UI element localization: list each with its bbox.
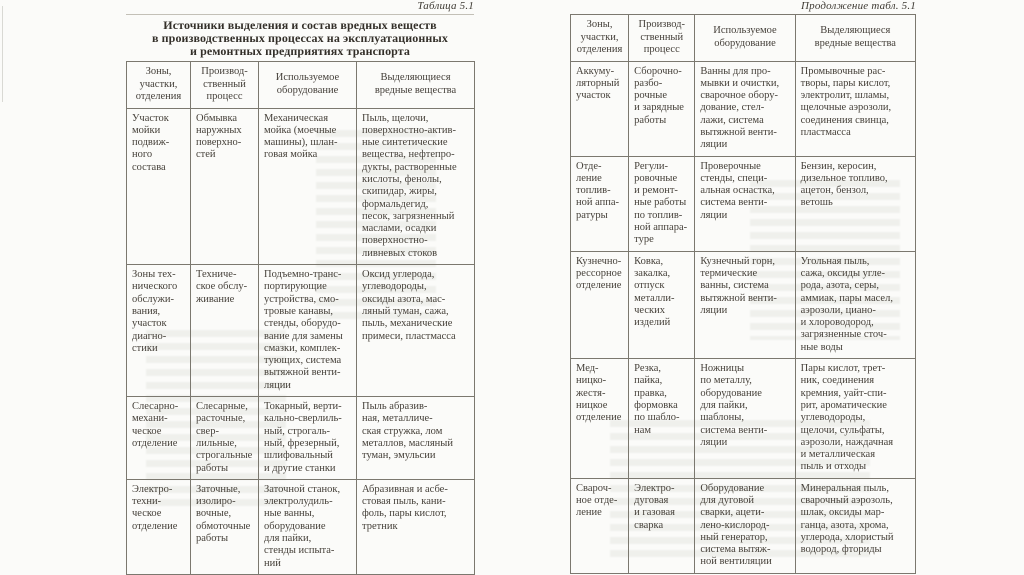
table-cell: Участок мойки подвиж- ного состава — [126, 107, 191, 266]
header-cell: Выделяющиеся вредные вещества — [356, 61, 475, 109]
header-cell: Выделяющиеся вредные вещества — [794, 14, 917, 62]
table-cell: Ковка, закалка, отпуск металли- ческих и… — [628, 250, 696, 360]
table-cell: Промывочные рас- творы, пары кислот, эле… — [794, 60, 917, 157]
table-row: Отде- ление топлив- ной аппа- ратуры Рег… — [569, 155, 917, 252]
header-cell: Зоны, участки, отделения — [126, 61, 191, 109]
table-cell: Токарный, верти- кально-сверлиль- ный, с… — [258, 396, 357, 480]
header-cell: Зоны, участки, отделения — [569, 14, 630, 62]
table-row: Свароч- ное отде- ление Электро- дуговая… — [569, 477, 917, 574]
table-cell: Регули- ровочные и ремонт- ные работы по… — [628, 155, 696, 252]
header-cell: Производ- ственный процесс — [628, 14, 696, 62]
table-cell: Угольная пыль, сажа, оксиды угле- рода, … — [794, 250, 917, 360]
header-row: Зоны, участки, отделения Производ- ствен… — [569, 14, 917, 62]
emissions-table-page2: Зоны, участки, отделения Производ- ствен… — [569, 14, 917, 574]
scan-edge-artifact — [2, 6, 3, 102]
emissions-table-page1: Зоны, участки, отделения Производ- ствен… — [126, 61, 475, 575]
table-cell: Заточные, изолиро- вочные, обмоточные ра… — [190, 478, 259, 575]
table-cell: Бензин, керосин, дизельное топливо, ацет… — [794, 155, 917, 252]
table-title: Источники выделения и состав вредных вещ… — [151, 18, 448, 58]
page-right: Продолжение табл. 5.1 Зоны, участки, отд… — [569, 0, 917, 574]
header-cell: Производ- ственный процесс — [190, 61, 259, 109]
table-cell: Резка, пайка, правка, формовка по шабло-… — [628, 358, 696, 479]
table-cell: Механическая мойка (моечные машины), шла… — [258, 107, 357, 266]
table-row: Участок мойки подвиж- ного состава Обмыв… — [126, 107, 475, 266]
table-cell: Свароч- ное отде- ление — [569, 477, 630, 574]
table-row: Мед- ницко- жестя- ницкое отделение Резк… — [569, 358, 917, 479]
table-cell: Техниче- ское обслу- живание — [190, 264, 259, 398]
table-cell: Минеральная пыль, сварочный аэрозоль, шл… — [794, 477, 917, 574]
table-cell: Мед- ницко- жестя- ницкое отделение — [569, 358, 630, 479]
table-cell: Ножницы по металлу, оборудование для пай… — [694, 358, 796, 479]
table-cell: Подъемно-транс- портирующие устройства, … — [258, 264, 357, 398]
table-cell: Абразивная и асбе- стовая пыль, кани- фо… — [356, 478, 475, 575]
table-cell: Проверочные стенды, специ- альная оснаст… — [694, 155, 796, 252]
table-cell: Оксид углерода, углеводороды, оксиды азо… — [356, 264, 475, 398]
table-cell: Слесарные, расточные, свер- лильные, стр… — [190, 396, 259, 480]
header-row: Зоны, участки, отделения Производ- ствен… — [126, 61, 475, 109]
table-row: Электро- техни- ческое отделение Заточны… — [126, 478, 475, 575]
table-cell: Ванны для про- мывки и очистки, сварочно… — [694, 60, 796, 157]
table-cell: Кузнечно- рессорное отделение — [569, 250, 630, 360]
table-cell: Пары кислот, трет- ник, соединения кремн… — [794, 358, 917, 479]
page-left: Таблица 5.1 Источники выделения и состав… — [126, 0, 475, 575]
table-cell: Аккуму- ляторный участок — [569, 60, 630, 157]
table-cell: Пыль, щелочи, поверхностно-актив- ные си… — [356, 107, 475, 266]
table-cell: Пыль абразив- ная, металличе- ская струж… — [356, 396, 475, 480]
table-cell: Электро- техни- ческое отделение — [126, 478, 191, 575]
table-caption: Таблица 5.1 — [417, 0, 474, 12]
table-cell: Сборочно- разбо- рочные и зарядные работ… — [628, 60, 696, 157]
table-row: Слесарно- механи- ческое отделение Слеса… — [126, 396, 475, 480]
table-cell: Зоны тех- нического обслужи- вания, учас… — [126, 264, 191, 398]
header-cell: Используемое оборудование — [694, 14, 796, 62]
table-cell: Кузнечный горн, термические ванны, систе… — [694, 250, 796, 360]
table-caption-continued: Продолжение табл. 5.1 — [800, 0, 916, 12]
header-cell: Используемое оборудование — [258, 61, 357, 109]
table-cell: Отде- ление топлив- ной аппа- ратуры — [569, 155, 630, 252]
table-row: Зоны тех- нического обслужи- вания, учас… — [126, 264, 475, 398]
table-row: Аккуму- ляторный участок Сборочно- разбо… — [569, 60, 917, 157]
table-cell: Слесарно- механи- ческое отделение — [126, 396, 191, 480]
table-cell: Обмывка наружных поверхно- стей — [190, 107, 259, 266]
table-cell: Оборудование для дуговой сварки, ацети- … — [694, 477, 796, 574]
table-row: Кузнечно- рессорное отделение Ковка, зак… — [569, 250, 917, 360]
table-cell: Электро- дуговая и газовая сварка — [628, 477, 696, 574]
table-cell: Заточной станок, электролудиль- ные ванн… — [258, 478, 357, 575]
top-rule — [126, 14, 474, 15]
